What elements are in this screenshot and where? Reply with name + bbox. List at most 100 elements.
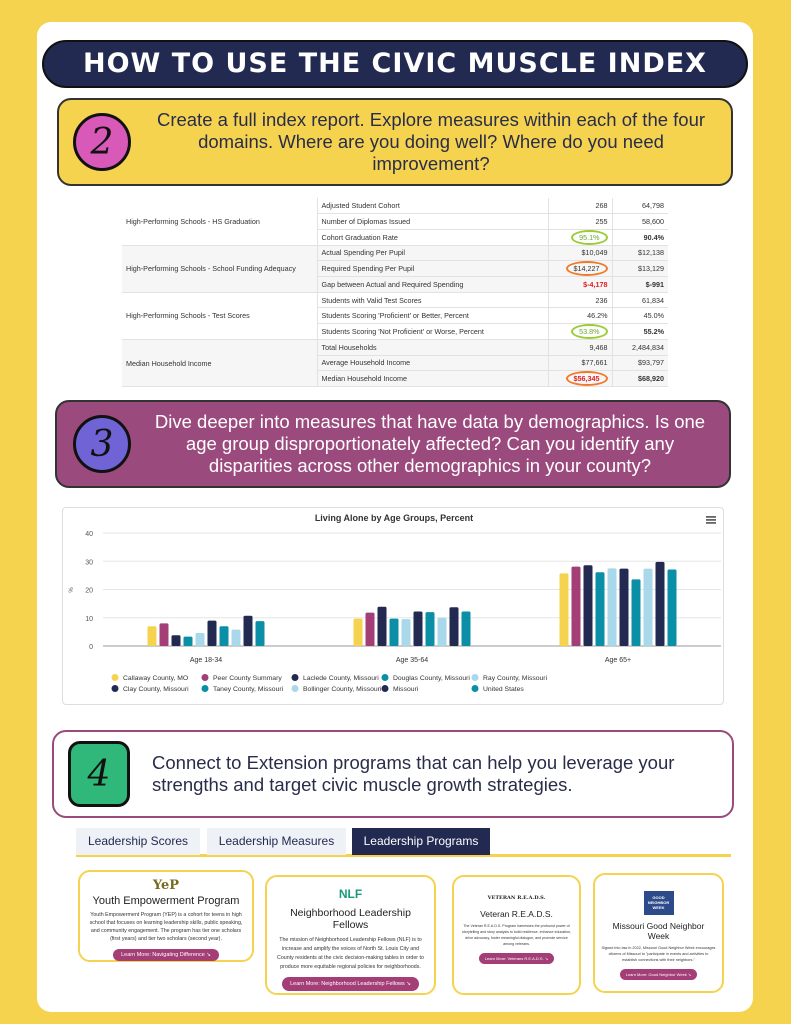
legend-item-5: Clay County, Missouri	[123, 686, 189, 693]
bar-3-1	[389, 618, 399, 646]
county-value: 255	[595, 216, 608, 226]
measure-name: Adjusted Student Cohort	[316, 198, 548, 215]
measure-name: Median Household Income	[316, 370, 548, 388]
state-value: 55.2%	[611, 323, 668, 341]
bar-9-0	[255, 621, 265, 646]
bar-8-0	[243, 615, 253, 646]
leadership-tabs: Leadership Scores Leadership Measures Le…	[76, 828, 731, 857]
bar-0-1	[353, 618, 363, 646]
bar-2-1	[377, 606, 387, 646]
table-row: Median Household Income $56,345 $68,920	[122, 370, 668, 388]
county-value: 46.2%	[587, 311, 608, 321]
county-value: 236	[595, 295, 608, 305]
y-tick-label: 20	[85, 588, 93, 595]
state-value: $-991	[611, 276, 668, 293]
state-value: 45.0%	[611, 307, 668, 325]
bar-2-0	[171, 635, 181, 646]
measure-name: Cohort Graduation Rate	[316, 229, 548, 246]
state-value: 2,484,834	[611, 339, 668, 356]
y-tick-label: 40	[85, 531, 93, 538]
card-description: The Veteran R.E.A.D.S. Program harnesses…	[461, 924, 572, 946]
county-value-cell: 236	[547, 292, 612, 309]
county-value: 53.8%	[571, 324, 608, 340]
step-number-3-icon: 3	[73, 415, 131, 473]
table-row: Median Household Income Total Households 9…	[122, 339, 668, 388]
legend-swatch-4	[471, 674, 479, 681]
learn-more-nlf-button[interactable]: Learn More: Neighborhood Leadership Fell…	[282, 977, 419, 991]
table-row: High-Performing Schools - HS Graduation A…	[122, 198, 668, 246]
learn-more-veteran-reads-button[interactable]: Learn More: Veterans R.E.A.D.S. ↘	[478, 953, 555, 964]
county-value-cell: $-4,178	[547, 276, 612, 293]
bar-5-2	[619, 568, 629, 646]
card-description: Youth Empowerment Program (YEP) is a coh…	[89, 912, 243, 942]
step-4-text: Connect to Extension programs that can h…	[152, 752, 675, 795]
legend-item-8: Missouri	[393, 686, 419, 693]
legend-swatch-2	[291, 674, 299, 681]
card-title: Missouri Good Neighbor Week	[612, 921, 705, 941]
legend-item-0: Callaway County, MO	[123, 675, 188, 682]
legend-item-3: Douglas County, Missouri	[393, 675, 470, 682]
state-value: $93,797	[611, 355, 668, 372]
tab-leadership-programs[interactable]: Leadership Programs	[352, 828, 490, 855]
county-value-cell: $14,227	[547, 260, 612, 278]
program-card-good-neighbor-week: GOOD NEIGHBOR WEEK Missouri Good Neighbo…	[593, 873, 724, 993]
county-value: $56,345	[565, 371, 608, 387]
measure-group: Median Household Income	[122, 339, 317, 388]
tab-leadership-measures[interactable]: Leadership Measures	[207, 828, 346, 855]
legend-item-7: Bollinger County, Missouri	[303, 686, 382, 693]
card-description: The mission of Neighborhood Leadership F…	[277, 937, 424, 970]
step-2-box: 2 Create a full index report. Explore me…	[57, 98, 733, 186]
bar-3-2	[595, 572, 605, 646]
bar-0-0	[147, 626, 157, 646]
county-value-cell: 53.8%	[547, 323, 612, 341]
table-row: Students Scoring 'Not Proficient' or Wor…	[122, 323, 668, 341]
county-value: 268	[595, 201, 608, 211]
measure-name: Students Scoring 'Proficient' or Better,…	[316, 307, 548, 325]
hamburger-menu-icon[interactable]	[706, 516, 716, 524]
missouri-map-logo: GOOD NEIGHBOR WEEK	[643, 891, 674, 915]
measure-group: High-Performing Schools - HS Graduation	[122, 198, 317, 246]
x-tick-label: Age 18-34	[190, 657, 222, 664]
county-value: $10,049	[581, 248, 608, 258]
bar-6-0	[219, 626, 229, 646]
measure-group: High-Performing Schools - Test Scores	[122, 292, 317, 341]
step-4-box: 4 Connect to Extension programs that can…	[52, 730, 734, 818]
step-number-2-icon: 2	[73, 113, 131, 171]
county-value-cell: 46.2%	[547, 307, 612, 325]
bar-2-2	[583, 565, 593, 646]
state-value: $13,129	[611, 260, 668, 278]
tab-leadership-scores[interactable]: Leadership Scores	[76, 828, 200, 855]
page-title: HOW TO USE THE CIVIC MUSCLE INDEX	[42, 40, 748, 88]
state-value: 64,798	[611, 198, 668, 215]
measure-name: Students Scoring 'Not Proficient' or Wor…	[316, 323, 548, 341]
legend-swatch-1	[201, 674, 209, 681]
card-title: Neighborhood Leadership Fellows	[290, 907, 411, 931]
county-value: 9,468	[589, 342, 608, 352]
living-alone-chart: Living Alone by Age Groups, Percent 0 10 20…	[62, 507, 724, 705]
legend-item-2: Laclede County, Missouri	[303, 675, 379, 682]
bar-1-2	[571, 566, 581, 646]
county-value: $14,227	[565, 261, 608, 277]
table-row: High-Performing Schools - School Funding…	[122, 245, 668, 293]
county-value-cell: $77,661	[547, 355, 612, 372]
step-3-box: 3 Dive deeper into measures that have da…	[55, 400, 731, 488]
bar-1-0	[159, 623, 169, 646]
bar-4-0	[195, 633, 205, 646]
program-card-veteran-reads: VETERAN R.E.A.D.S. Veteran R.E.A.D.S. Th…	[452, 875, 581, 995]
learn-more-good-neighbor-week-button[interactable]: Learn More: Good Neighbor Week ↘	[619, 969, 698, 980]
county-value-cell: $56,345	[547, 370, 612, 388]
county-value: $77,661	[581, 358, 608, 368]
state-value: $12,138	[611, 245, 668, 262]
index-report-table: High-Performing Schools - HS Graduation A…	[122, 198, 668, 388]
table-row: Students Scoring 'Proficient' or Better,…	[122, 307, 668, 325]
bar-3-0	[183, 636, 193, 646]
table-row: Gap between Actual and Required Spending…	[122, 276, 668, 293]
program-card-yep: YeP Youth Empowerment Program Youth Empo…	[78, 870, 254, 962]
state-value: 90.4%	[611, 229, 668, 246]
bar-6-1	[425, 612, 435, 646]
nlf-logo: NLF	[338, 887, 363, 901]
learn-more-navigating-difference-button[interactable]: Learn More: Navigating Difference ↘	[113, 949, 219, 961]
bar-5-0	[207, 620, 217, 646]
bar-7-1	[437, 617, 447, 646]
county-value-cell: 95.1%	[547, 229, 612, 246]
